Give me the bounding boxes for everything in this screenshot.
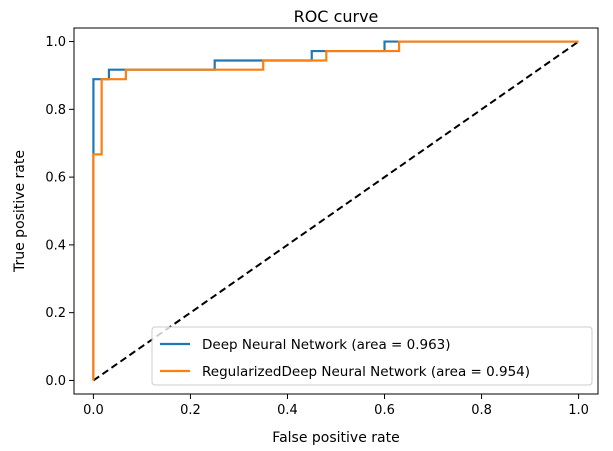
x-tick-label: 0.4	[277, 403, 298, 418]
series-line-1	[92, 40, 579, 381]
x-tick-label: 0.2	[180, 403, 201, 418]
legend: Deep Neural Network (area = 0.963) Regula…	[151, 326, 593, 386]
series-line-2	[92, 40, 579, 381]
y-axis-label: True positive rate	[12, 150, 28, 273]
y-tick-label: 1.0	[45, 35, 66, 50]
chart-title: ROC curve	[294, 7, 379, 26]
y-tick-label: 0.2	[45, 306, 66, 321]
x-tick-label: 1.0	[568, 403, 589, 418]
y-tick-label: 0.8	[45, 103, 66, 118]
y-tick-label: 0.4	[45, 238, 66, 253]
y-tick-label: 0.6	[45, 171, 66, 186]
x-axis-label: False positive rate	[272, 430, 399, 446]
legend-entry-label: RegularizedDeep Neural Network (area = 0…	[202, 364, 530, 380]
x-tick-label: 0.0	[83, 403, 104, 418]
legend-frame	[151, 326, 593, 386]
y-tick-label: 0.0	[45, 374, 66, 389]
legend-entry-label: Deep Neural Network (area = 0.963)	[202, 337, 451, 353]
ticks-layer: 0.0 0.2 0.4 0.6 0.8 1.0 0.0 0.2 0.4 0.6 0.8 1.0	[45, 35, 589, 418]
x-tick-label: 0.8	[471, 403, 492, 418]
series-layer	[92, 40, 580, 382]
x-tick-label: 0.6	[374, 403, 395, 418]
plot-frame	[73, 27, 599, 395]
